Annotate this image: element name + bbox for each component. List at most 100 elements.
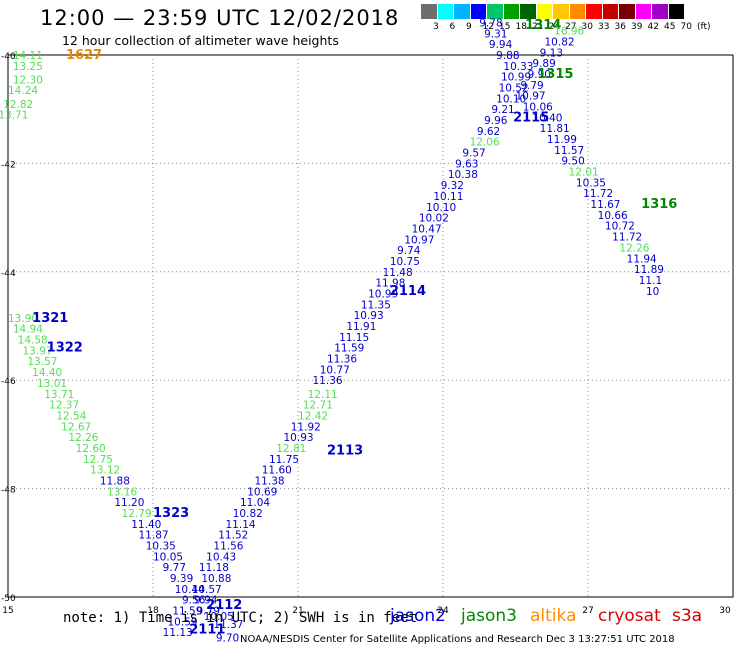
wave-height-label: 9.70	[216, 633, 239, 645]
color-swatch	[520, 4, 537, 19]
wave-height-label: 11.57	[554, 145, 584, 157]
satellite-legend-altika: altika	[530, 606, 577, 626]
wave-height-label: 10.02	[419, 213, 449, 225]
wave-height-label: 11.38	[255, 475, 285, 487]
color-swatch	[454, 4, 471, 19]
color-scale-label: 18	[515, 22, 527, 32]
wave-height-label: 12.60	[76, 443, 106, 455]
wave-height-label: 10.99	[368, 288, 398, 300]
wave-height-label: 10.06	[523, 101, 553, 113]
color-scale-label: 21	[532, 22, 544, 32]
pass-id-label: 1321	[32, 311, 68, 326]
pass-id-label: 1315	[537, 67, 573, 82]
color-scale-label: 24	[548, 22, 560, 32]
wave-height-label: 11.35	[361, 299, 391, 311]
wave-height-label: 11.94	[627, 253, 657, 265]
wave-height-label: 12.81	[276, 443, 306, 455]
color-scale-label: 6	[449, 22, 456, 32]
wave-height-label: 9.32	[441, 180, 464, 192]
wave-height-label: 10.82	[233, 508, 263, 520]
color-swatch	[503, 4, 520, 19]
pass-id-label: 2111	[189, 623, 225, 638]
wave-height-label: 11.59	[172, 606, 202, 618]
wave-height-label: 10.72	[605, 221, 635, 233]
wave-height-label: 10.47	[412, 223, 442, 235]
wave-height-label: 12.71	[303, 400, 333, 412]
wave-height-label: 10.35	[146, 541, 176, 553]
wave-height-label: 10.99	[501, 72, 531, 84]
wave-height-label: 11.59	[334, 343, 364, 355]
wave-height-label: 11.04	[240, 497, 270, 509]
wave-height-label: 11.91	[346, 321, 376, 333]
wave-height-label: 9.31	[484, 28, 507, 40]
wave-height-label: 9.21	[491, 104, 514, 116]
wave-height-label: 16.96	[554, 26, 584, 38]
wave-height-label: 9.78	[479, 17, 502, 29]
wave-height-label: 10.05	[204, 611, 234, 623]
wave-height-label: 11.88	[100, 475, 130, 487]
wave-height-label: 10.52	[499, 83, 529, 95]
color-swatch	[487, 4, 504, 19]
wave-height-label: 12.06	[470, 137, 500, 149]
color-scale-labels: 3 6 9 12 15 18 21 24 27 30 33 36 39 42 45 70 (ft)	[421, 22, 740, 34]
color-swatch	[437, 4, 454, 19]
pass-id-label: 2113	[327, 444, 363, 459]
wave-height-label: 11.87	[139, 530, 169, 542]
wave-height-label: 9.50	[561, 156, 584, 168]
color-swatch	[619, 4, 636, 19]
wave-height-label: 10	[646, 286, 659, 298]
wave-height-label: 10.40	[532, 112, 562, 124]
wave-height-label: 11.72	[583, 188, 613, 200]
pass-id-label: 1316	[641, 197, 677, 212]
color-swatch	[586, 4, 603, 19]
wave-height-label: 10.05	[153, 551, 183, 563]
wave-height-label: 14.11	[13, 50, 43, 62]
wave-height-label: 11.18	[199, 562, 229, 574]
color-scale-label: 33	[598, 22, 610, 32]
wave-height-label: 9.96	[484, 115, 508, 127]
wave-height-label: 10.75	[390, 256, 420, 268]
wave-height-label: 10.10	[426, 202, 456, 214]
wave-height-label: 11.36	[327, 354, 357, 366]
wave-height-label: 12.26	[68, 432, 98, 444]
x-tick-label: 24	[437, 606, 449, 616]
wave-height-label: 10.88	[201, 573, 231, 585]
wave-height-label: 14.58	[18, 335, 48, 347]
wave-height-label: 9.56	[182, 595, 206, 607]
wave-height-label: 12.42	[298, 410, 328, 422]
wave-height-label: 11.92	[291, 421, 321, 433]
wave-height-label: 9.62	[477, 126, 500, 138]
wave-height-label: 13.12	[90, 465, 120, 477]
wave-height-label: 10.69	[247, 486, 277, 498]
wave-height-label: 11.1	[639, 275, 662, 287]
color-swatch	[635, 4, 652, 19]
wave-height-label: 13.16	[107, 486, 137, 498]
wave-height-label: 14.24	[8, 85, 38, 97]
color-swatch	[536, 4, 553, 19]
y-tick-label: -44	[1, 269, 16, 279]
wave-height-label: 13.25	[13, 61, 43, 73]
wave-height-label: 10.11	[433, 191, 463, 203]
wave-height-label: 10.97	[404, 234, 434, 246]
wave-height-label: 11.81	[540, 123, 570, 135]
wave-height-label: 12.26	[619, 242, 649, 254]
wave-height-label: 10.82	[545, 36, 575, 48]
color-scale	[421, 4, 685, 19]
wave-height-label: 11.72	[612, 232, 642, 244]
wave-height-label: 11.13	[163, 627, 193, 639]
wave-height-label: 13.97	[23, 345, 53, 357]
pass-id-label: 1323	[153, 506, 189, 521]
color-scale-label: (ft)	[697, 22, 711, 32]
wave-height-label: 12.79	[122, 508, 152, 520]
x-tick-label: 15	[2, 606, 13, 616]
wave-height-label: 12.30	[13, 74, 43, 86]
wave-height-label: 10.77	[320, 364, 350, 376]
color-scale-label: 15	[499, 22, 511, 32]
wave-height-label: 11.36	[313, 375, 343, 387]
wave-height-label: 11.37	[213, 619, 243, 631]
wave-height-label: 12.75	[83, 454, 113, 466]
color-scale-label: 45	[664, 22, 676, 32]
x-tick-label: 21	[292, 606, 303, 616]
wave-height-label: 10.38	[448, 169, 478, 181]
